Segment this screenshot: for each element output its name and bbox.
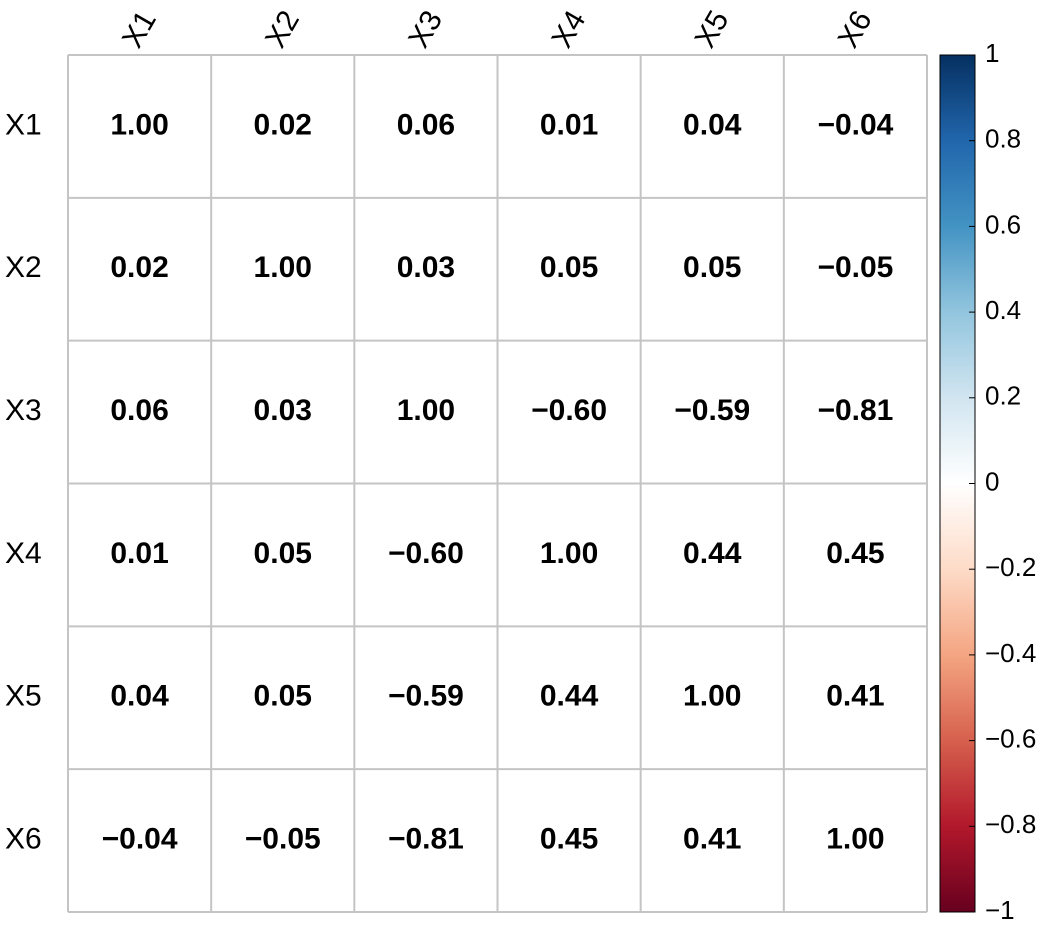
row-label: X3 <box>5 394 42 427</box>
row-label: X4 <box>5 537 42 570</box>
colorbar-tick-label: 0.6 <box>985 209 1021 239</box>
correlation-value: 0.41 <box>826 680 884 713</box>
correlation-value: 1.00 <box>110 108 168 141</box>
correlation-value: 0.05 <box>540 251 598 284</box>
correlation-value: 1.00 <box>683 680 741 713</box>
row-label: X2 <box>5 251 42 284</box>
correlation-value: −0.60 <box>531 394 607 427</box>
correlation-value: 0.01 <box>110 537 168 570</box>
correlation-value: 0.05 <box>254 537 312 570</box>
correlation-value: −0.05 <box>245 823 321 856</box>
colorbar-tick-label: 0 <box>985 466 999 496</box>
colorbar-tick-label: 0.4 <box>985 295 1021 325</box>
column-label: X2 <box>259 5 306 53</box>
column-label: X1 <box>116 5 163 53</box>
correlation-value: 0.41 <box>683 823 741 856</box>
correlation-value: 0.02 <box>110 251 168 284</box>
correlation-value: 0.44 <box>683 537 742 570</box>
column-label: X6 <box>832 5 879 53</box>
correlation-value: 0.06 <box>397 108 455 141</box>
column-label: X3 <box>402 5 449 53</box>
correlation-value: −0.81 <box>817 394 893 427</box>
colorbar-tick-label: −0.8 <box>985 809 1036 839</box>
correlation-value: 1.00 <box>540 537 598 570</box>
colorbar-tick-label: 0.2 <box>985 381 1021 411</box>
correlation-value: −0.04 <box>102 823 178 856</box>
correlation-value: −0.59 <box>388 680 464 713</box>
correlation-value: 0.05 <box>254 680 312 713</box>
correlation-value: −0.60 <box>388 537 464 570</box>
colorbar-tick-label: 0.8 <box>985 124 1021 154</box>
correlation-value: −0.81 <box>388 823 464 856</box>
colorbar-tick-label: −0.6 <box>985 723 1036 753</box>
correlation-value: 0.05 <box>683 251 741 284</box>
correlation-value: 1.00 <box>254 251 312 284</box>
correlation-value: 0.45 <box>540 823 598 856</box>
correlation-value: 0.04 <box>683 108 742 141</box>
correlation-value: 0.03 <box>254 394 312 427</box>
correlation-value: 0.44 <box>540 680 599 713</box>
column-label: X4 <box>545 5 592 53</box>
correlation-value: −0.04 <box>817 108 893 141</box>
row-label: X5 <box>5 680 42 713</box>
correlation-value: 0.06 <box>110 394 168 427</box>
correlation-value: 0.04 <box>110 680 169 713</box>
row-label: X6 <box>5 823 42 856</box>
correlation-value: −0.59 <box>674 394 750 427</box>
correlation-value: −0.05 <box>817 251 893 284</box>
correlation-value: 0.02 <box>254 108 312 141</box>
colorbar-tick-label: −0.4 <box>985 638 1036 668</box>
colorbar-tick-label: 1 <box>985 38 999 68</box>
colorbar-tick-label: −0.2 <box>985 552 1036 582</box>
correlation-value: 0.03 <box>397 251 455 284</box>
correlation-value: 1.00 <box>397 394 455 427</box>
correlation-value: 1.00 <box>826 823 884 856</box>
correlation-value: 0.01 <box>540 108 598 141</box>
row-label: X1 <box>5 108 42 141</box>
column-label: X5 <box>689 5 736 53</box>
colorbar-tick-label: −1 <box>985 895 1015 925</box>
correlation-value: 0.45 <box>826 537 884 570</box>
